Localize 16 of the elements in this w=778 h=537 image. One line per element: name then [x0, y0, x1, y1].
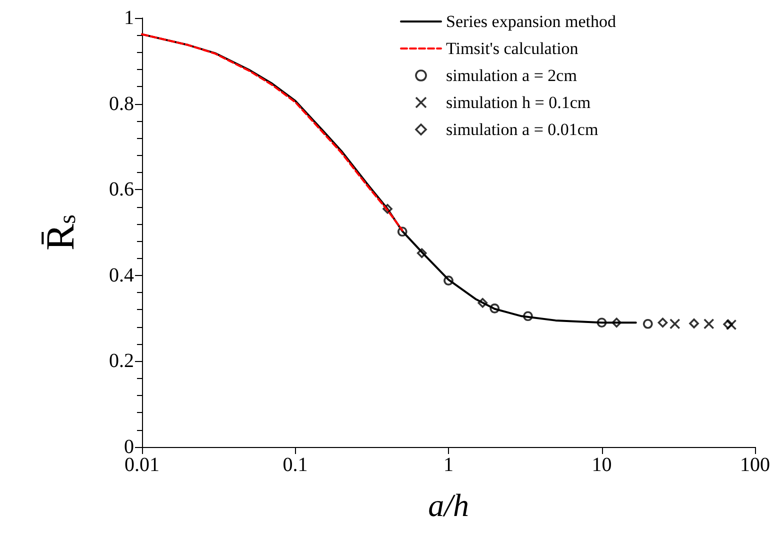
- y-tick-label: 0.8: [109, 92, 134, 115]
- legend-label: simulation a = 2cm: [446, 66, 577, 85]
- y-tick-label: 0.2: [109, 350, 134, 372]
- y-axis-title: R̄s: [38, 214, 82, 251]
- legend-label: simulation h = 0.1cm: [446, 93, 591, 112]
- x-tick-label: 100: [740, 454, 770, 476]
- x-axis-title: a/h: [428, 487, 469, 523]
- legend-label: Series expansion method: [446, 12, 616, 31]
- x-tick-label: 10: [592, 454, 612, 476]
- x-tick-label: 1: [444, 454, 454, 476]
- y-tick-label: 0.4: [109, 264, 134, 286]
- y-tick-label: 1: [124, 7, 134, 29]
- y-tick-label: 0.6: [109, 178, 134, 201]
- x-tick-label: 0.1: [282, 454, 308, 476]
- legend-label: simulation a = 0.01cm: [446, 120, 598, 139]
- legend-label: Timsit's calculation: [446, 39, 579, 58]
